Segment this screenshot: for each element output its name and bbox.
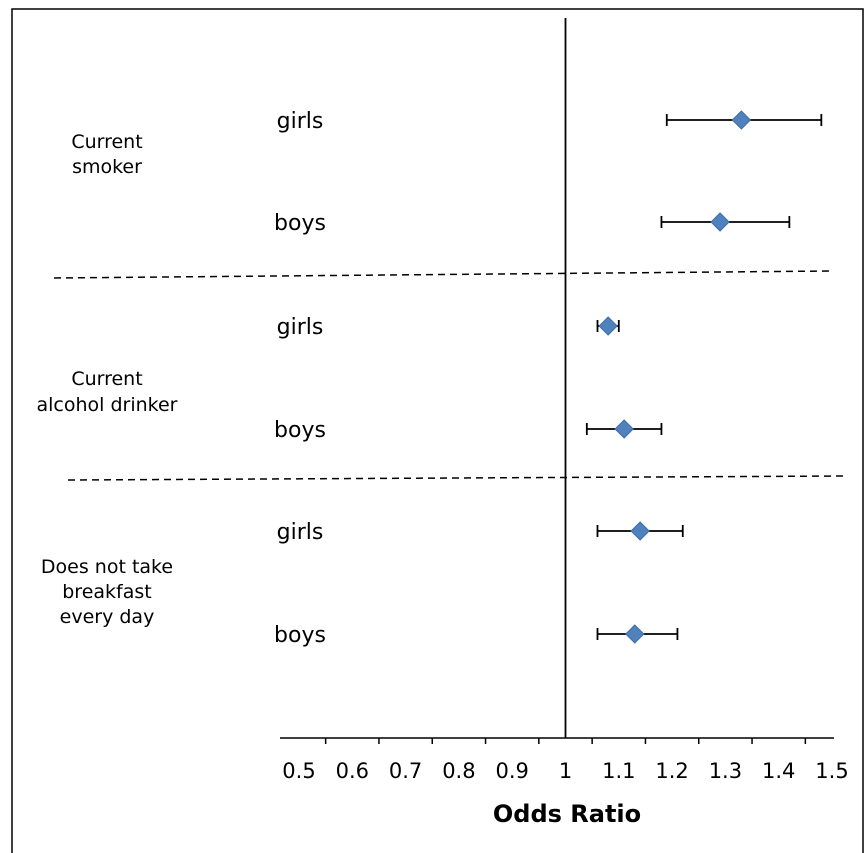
- group-label-line: Does not take: [41, 556, 173, 578]
- forest-row: girls: [277, 520, 684, 545]
- forest-row: boys: [274, 418, 663, 443]
- x-tick-label: 1.2: [655, 759, 688, 783]
- chart-frame: [11, 8, 864, 853]
- group-label-line: Current: [71, 131, 142, 153]
- x-tick-label: 0.9: [495, 759, 528, 783]
- group-label-line: Current: [71, 368, 142, 390]
- odds-ratio-marker: [731, 110, 752, 130]
- x-tick-label: 0.7: [389, 759, 422, 783]
- group-label-line: breakfast: [62, 581, 151, 603]
- odds-ratio-marker: [630, 521, 650, 541]
- x-tick-label: 0.5: [282, 759, 315, 783]
- odds-ratio-marker: [625, 624, 645, 644]
- group-separator-1: [53, 270, 833, 279]
- row-label: girls: [277, 520, 324, 545]
- x-tick-label: 0.6: [336, 759, 369, 783]
- row-label: girls: [277, 109, 324, 134]
- x-tick-label: 1: [559, 759, 572, 783]
- x-axis-title: Odds Ratio: [493, 800, 641, 828]
- row-label: girls: [277, 315, 324, 340]
- group-separator-2: [67, 475, 848, 481]
- row-label: boys: [274, 211, 326, 236]
- x-axis: 0.5 0.6 0.7 0.8 0.9 1 1.1 1.2 1.3 1.4 1.5: [280, 737, 849, 783]
- row-label: boys: [274, 623, 326, 648]
- group-label-line: smoker: [72, 156, 142, 178]
- row-label: boys: [274, 418, 326, 443]
- forest-row: boys: [274, 211, 791, 236]
- odds-ratio-marker: [614, 419, 634, 439]
- forest-row: girls: [277, 315, 620, 340]
- group-label-line: every day: [60, 606, 155, 628]
- forest-row: boys: [274, 623, 679, 648]
- group-labels: Current smoker Current alcohol drinker Does …: [37, 131, 178, 628]
- data-rows: girls boys girls boys girls boys: [274, 109, 823, 648]
- group-separators: [53, 270, 848, 481]
- forest-row: girls: [277, 109, 823, 134]
- x-tick-label: 1.1: [602, 759, 635, 783]
- group-label-line: alcohol drinker: [37, 394, 178, 416]
- x-tick-label: 1.4: [762, 759, 795, 783]
- x-tick-label: 1.5: [815, 759, 848, 783]
- x-tick-label: 0.8: [442, 759, 475, 783]
- x-tick-label: 1.3: [709, 759, 742, 783]
- odds-ratio-marker: [598, 316, 618, 336]
- odds-ratio-marker: [710, 212, 730, 232]
